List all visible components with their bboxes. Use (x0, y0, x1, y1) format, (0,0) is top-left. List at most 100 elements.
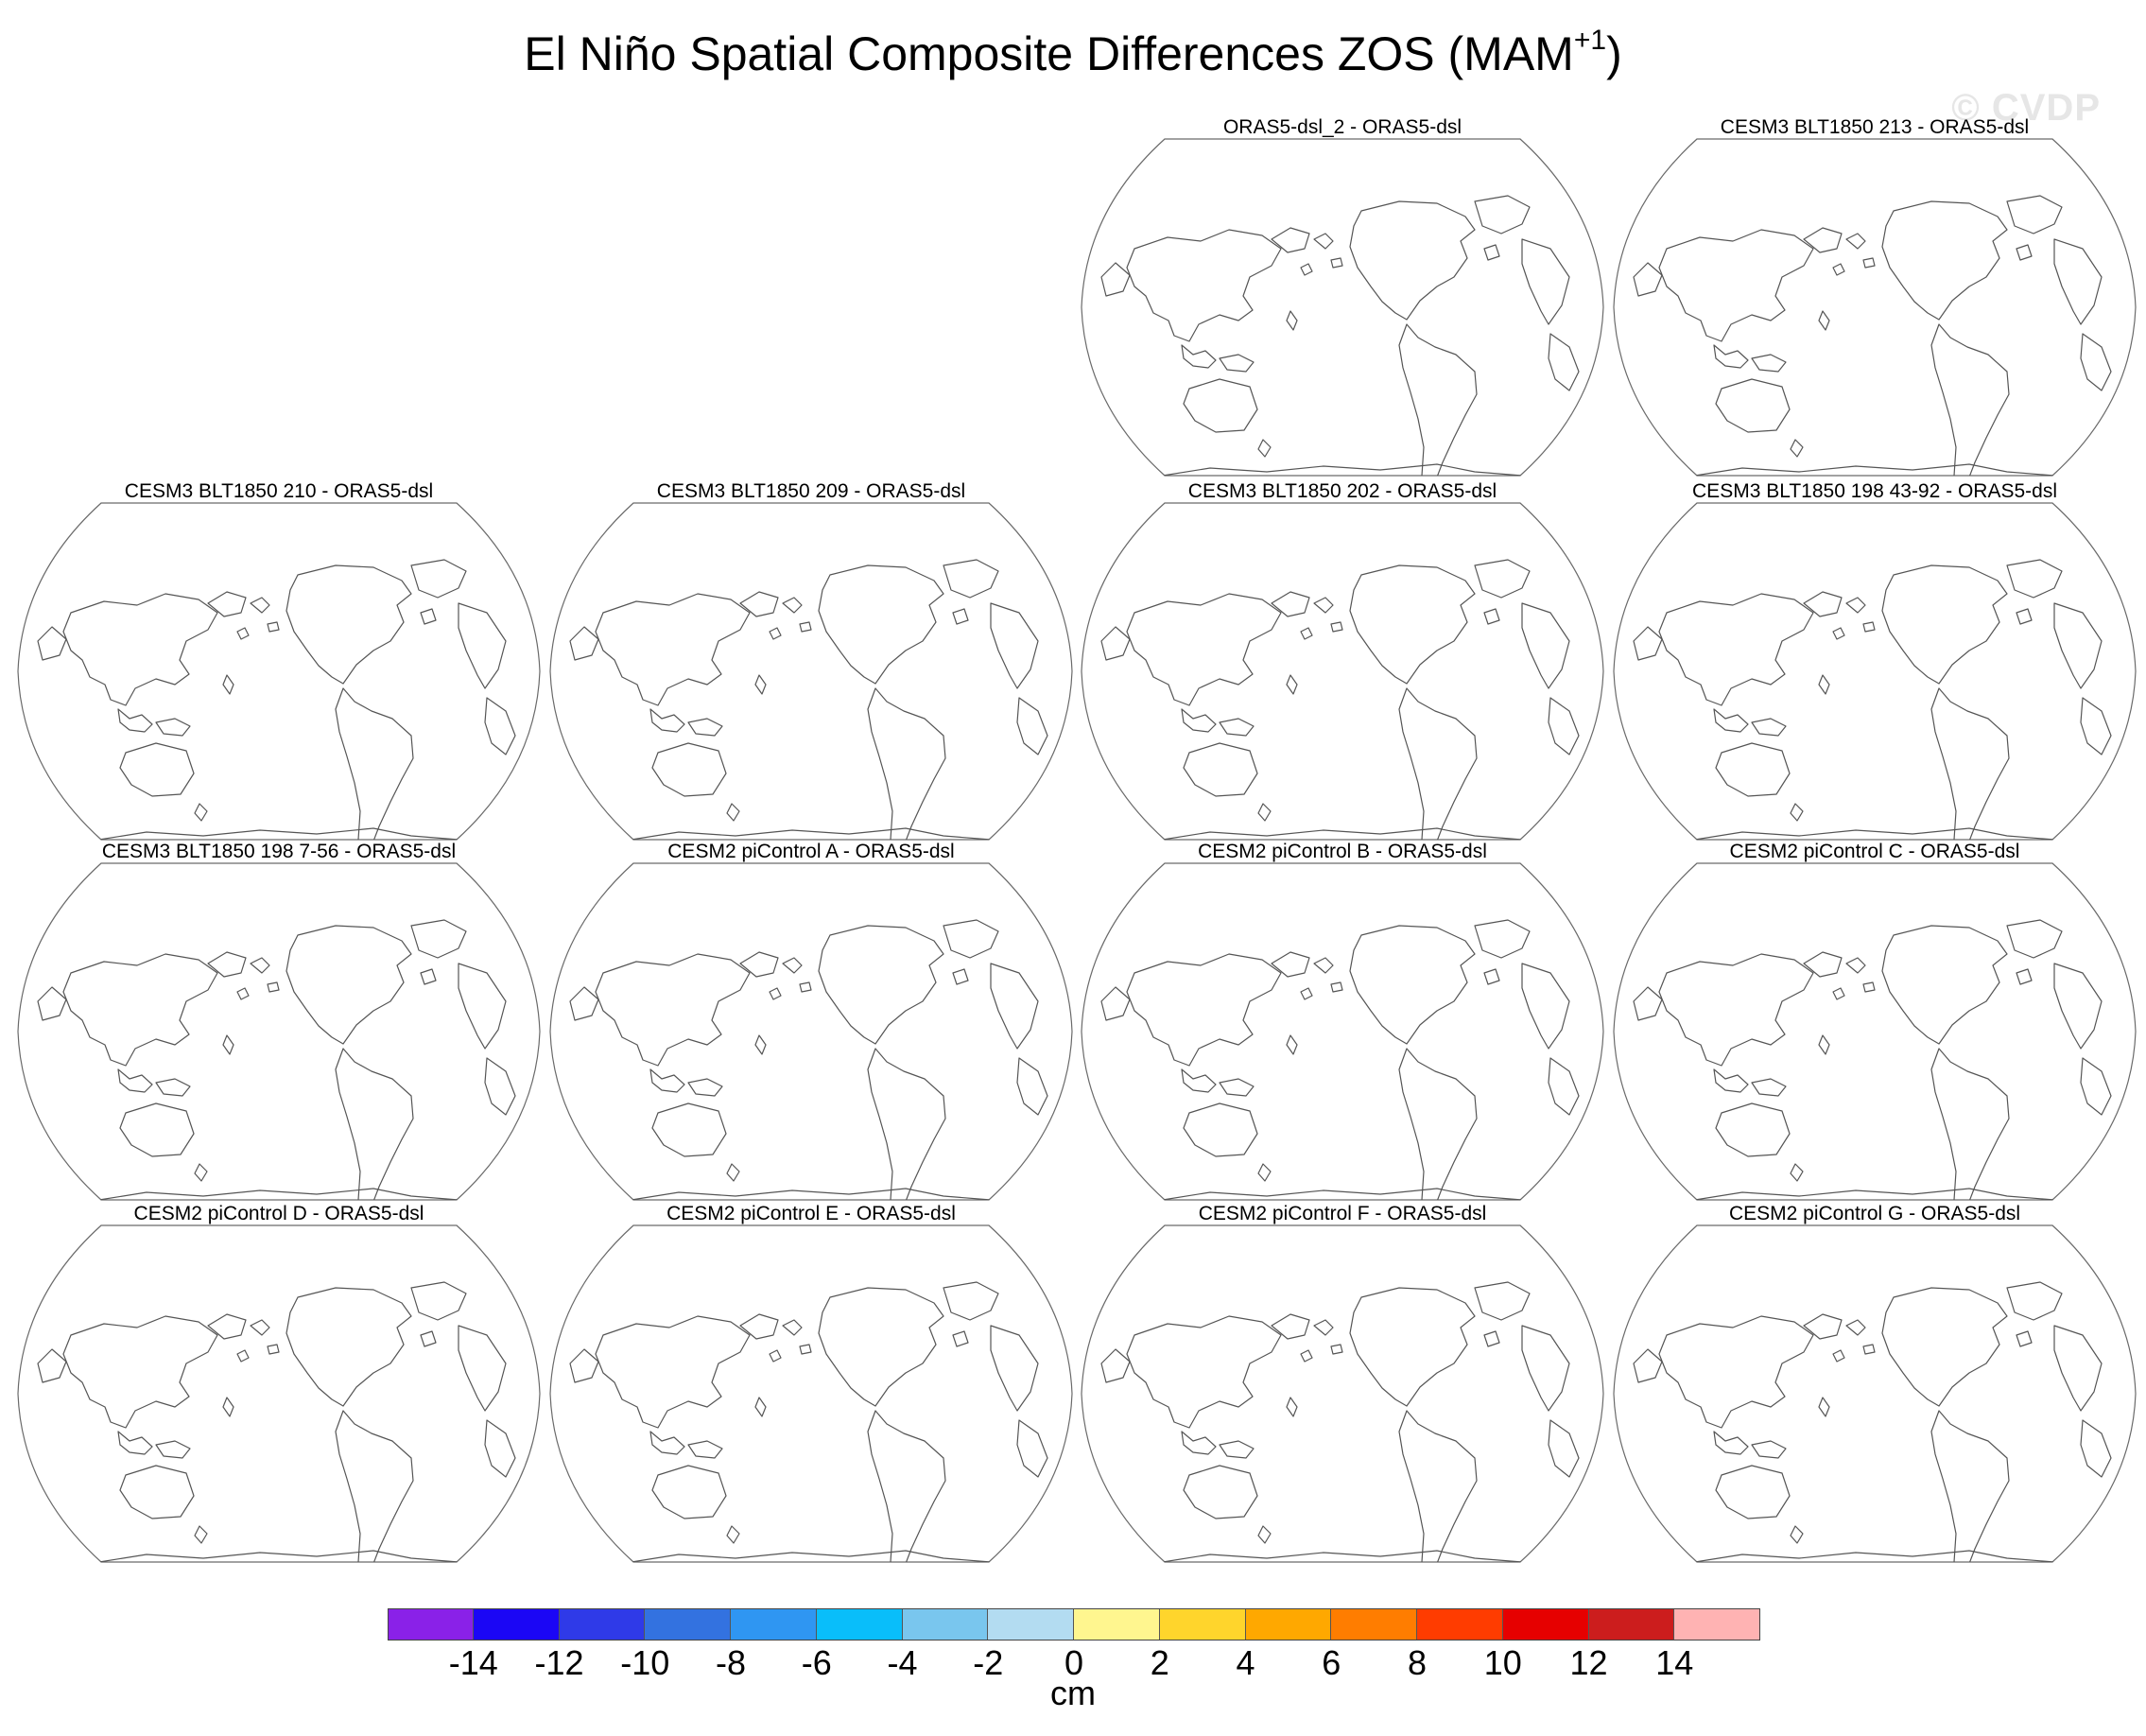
panel-label: CESM3 BLT1850 198 43-92 - ORAS5-dsl (1692, 480, 2057, 502)
panel-label: CESM2 piControl D - ORAS5-dsl (133, 1203, 424, 1224)
cvdp-watermark: © CVDP (1951, 87, 2101, 129)
colorbar-box (1159, 1608, 1246, 1641)
colorbar-box (473, 1608, 560, 1641)
panel-label: CESM2 piControl G - ORAS5-dsl (1728, 1203, 2021, 1224)
world-map-robinson (1081, 138, 1604, 477)
colorbar-box (1502, 1608, 1589, 1641)
map-panel: CESM3 BLT1850 213 - ORAS5-dsl (1610, 116, 2139, 480)
world-map-robinson (1081, 862, 1604, 1201)
world-map-robinson (17, 1224, 541, 1563)
coastlines (1100, 1281, 1580, 1562)
map-outline (549, 862, 1073, 1201)
colorbar-box (816, 1608, 903, 1641)
colorbar-tick-label: 12 (1569, 1643, 1608, 1682)
colorbar-tick-label: 10 (1483, 1643, 1522, 1682)
map-panel: CESM2 piControl G - ORAS5-dsl (1610, 1203, 2139, 1567)
panel-label: CESM2 piControl E - ORAS5-dsl (666, 1203, 956, 1224)
panel-label: CESM3 BLT1850 210 - ORAS5-dsl (124, 480, 434, 502)
map-outline (1081, 502, 1604, 841)
colorbar-tick-label: 14 (1655, 1643, 1694, 1682)
world-map-robinson (549, 862, 1073, 1201)
colorbar-tick-label: -2 (973, 1643, 1004, 1682)
panel-label: CESM3 BLT1850 198 7-56 - ORAS5-dsl (101, 841, 457, 862)
coastlines (1633, 195, 2112, 476)
colorbar-box (559, 1608, 646, 1641)
world-map-robinson (1613, 502, 2137, 841)
colorbar (388, 1608, 1760, 1641)
colorbar-box (1331, 1608, 1417, 1641)
map-outline (17, 502, 541, 841)
map-panel: CESM2 piControl D - ORAS5-dsl (14, 1203, 544, 1567)
map-panel: CESM3 BLT1850 202 - ORAS5-dsl (1078, 480, 1607, 844)
coastlines (569, 919, 1048, 1200)
coastlines (37, 919, 516, 1200)
colorbar-box (731, 1608, 817, 1641)
colorbar-box (902, 1608, 989, 1641)
colorbar-tick-label: 2 (1150, 1643, 1169, 1682)
world-map-robinson (17, 862, 541, 1201)
colorbar-box (1588, 1608, 1675, 1641)
colorbar-tick-label: -8 (715, 1643, 747, 1682)
map-outline (1613, 862, 2137, 1201)
colorbar-tick-label: 4 (1236, 1643, 1255, 1682)
colorbar-tick-label: -10 (620, 1643, 670, 1682)
world-map-robinson (549, 1224, 1073, 1563)
coastlines (569, 1281, 1048, 1562)
world-map-robinson (17, 502, 541, 841)
coastlines (1100, 195, 1580, 476)
map-outline (549, 502, 1073, 841)
map-panel: CESM2 piControl C - ORAS5-dsl (1610, 841, 2139, 1205)
world-map-robinson (1613, 1224, 2137, 1563)
colorbar-box (1674, 1608, 1760, 1641)
panel-label: CESM2 piControl F - ORAS5-dsl (1198, 1203, 1487, 1224)
map-panel: CESM2 piControl E - ORAS5-dsl (546, 1203, 1076, 1567)
panel-label: CESM2 piControl A - ORAS5-dsl (667, 841, 955, 862)
map-outline (17, 1224, 541, 1563)
coastlines (1633, 559, 2112, 840)
map-outline (17, 862, 541, 1201)
coastlines (1633, 1281, 2112, 1562)
world-map-robinson (1081, 1224, 1604, 1563)
colorbar-box (988, 1608, 1074, 1641)
colorbar-unit: cm (1050, 1674, 1096, 1712)
panel-label: CESM3 BLT1850 209 - ORAS5-dsl (656, 480, 966, 502)
map-panel: CESM3 BLT1850 198 7-56 - ORAS5-dsl (14, 841, 544, 1205)
world-map-robinson (1613, 138, 2137, 477)
coastlines (1100, 919, 1580, 1200)
panel-label: CESM3 BLT1850 213 - ORAS5-dsl (1720, 116, 2030, 138)
colorbar-tick-label: 8 (1407, 1643, 1428, 1682)
world-map-robinson (549, 502, 1073, 841)
colorbar-tick-label: -12 (534, 1643, 584, 1682)
world-map-robinson (1613, 862, 2137, 1201)
colorbar-box (1074, 1608, 1160, 1641)
coastlines (37, 559, 516, 840)
map-outline (549, 1224, 1073, 1563)
colorbar-tick-label: -4 (887, 1643, 918, 1682)
map-panel: CESM3 BLT1850 210 - ORAS5-dsl (14, 480, 544, 844)
colorbar-box (645, 1608, 731, 1641)
colorbar-tick-label: 0 (1064, 1643, 1084, 1682)
map-panel: CESM2 piControl B - ORAS5-dsl (1078, 841, 1607, 1205)
coastlines (569, 559, 1048, 840)
map-panel: CESM3 BLT1850 209 - ORAS5-dsl (546, 480, 1076, 844)
colorbar-tick-label: -6 (801, 1643, 832, 1682)
map-outline (1613, 138, 2137, 477)
map-panel: CESM2 piControl F - ORAS5-dsl (1078, 1203, 1607, 1567)
map-outline (1081, 1224, 1604, 1563)
colorbar-box (1245, 1608, 1332, 1641)
colorbar-tick-label: 6 (1322, 1643, 1341, 1682)
map-panel: CESM2 piControl A - ORAS5-dsl (546, 841, 1076, 1205)
map-outline (1081, 138, 1604, 477)
figure-title: El Niño Spatial Composite Differences ZO… (524, 25, 1622, 81)
panel-label: CESM2 piControl C - ORAS5-dsl (1729, 841, 2020, 862)
map-outline (1613, 1224, 2137, 1563)
panel-label: CESM3 BLT1850 202 - ORAS5-dsl (1187, 480, 1497, 502)
map-panel: CESM3 BLT1850 198 43-92 - ORAS5-dsl (1610, 480, 2139, 844)
map-outline (1081, 862, 1604, 1201)
colorbar-box (1417, 1608, 1503, 1641)
panel-label: ORAS5-dsl_2 - ORAS5-dsl (1222, 116, 1462, 138)
map-outline (1613, 502, 2137, 841)
colorbar-tick-label: -14 (448, 1643, 498, 1682)
panel-label: CESM2 piControl B - ORAS5-dsl (1198, 841, 1487, 862)
coastlines (1633, 919, 2112, 1200)
